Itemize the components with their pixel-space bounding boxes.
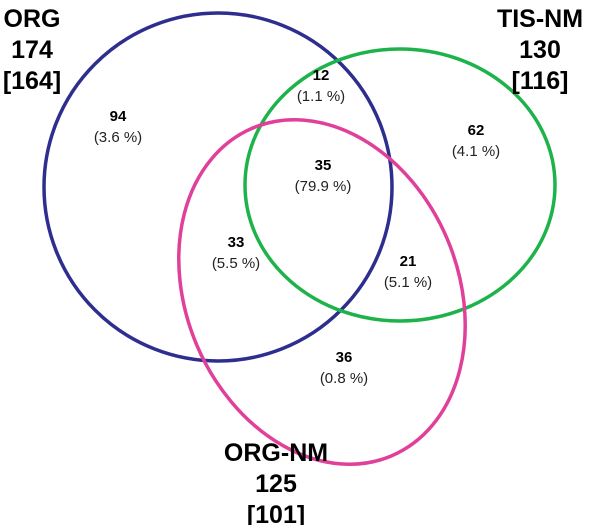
region-count: 62 <box>468 122 485 139</box>
region-percent: (79.9 %) <box>295 178 352 195</box>
region-percent: (3.6 %) <box>94 129 142 146</box>
region-org-orgnm: 33 (5.5 %) <box>212 234 260 272</box>
set-bracket: [101] <box>247 501 305 525</box>
set-total: 125 <box>255 470 297 498</box>
set-org-nm-ellipse <box>177 117 467 467</box>
region-count: 36 <box>336 349 353 366</box>
set-org-circle <box>42 11 394 363</box>
set-total: 130 <box>519 36 561 64</box>
region-count: 33 <box>228 234 245 251</box>
region-org-only: 94 (3.6 %) <box>94 108 142 146</box>
region-all-three: 35 (79.9 %) <box>295 157 352 195</box>
region-percent: (5.5 %) <box>212 255 260 272</box>
set-label-org: ORG 174 [164] <box>3 5 61 95</box>
region-percent: (1.1 %) <box>297 88 345 105</box>
set-total: 174 <box>11 36 53 64</box>
region-percent: (5.1 %) <box>384 274 432 291</box>
set-name: ORG-NM <box>224 439 328 467</box>
set-label-tis-nm: TIS-NM 130 [116] <box>497 5 583 95</box>
region-tis-orgnm: 21 (5.1 %) <box>384 253 432 291</box>
region-percent: (4.1 %) <box>452 143 500 160</box>
set-tis-nm-ellipse <box>243 47 557 323</box>
region-orgnm-only: 36 (0.8 %) <box>320 349 368 387</box>
region-org-tis: 12 (1.1 %) <box>297 67 345 105</box>
region-tis-only: 62 (4.1 %) <box>452 122 500 160</box>
set-label-org-nm: ORG-NM 125 [101] <box>224 439 328 525</box>
set-name: TIS-NM <box>497 5 583 33</box>
region-count: 21 <box>400 253 417 270</box>
region-count: 35 <box>315 157 332 174</box>
set-bracket: [116] <box>512 67 569 95</box>
region-count: 94 <box>110 108 127 125</box>
set-bracket: [164] <box>3 67 61 95</box>
region-count: 12 <box>313 67 330 84</box>
set-name: ORG <box>4 5 61 33</box>
region-percent: (0.8 %) <box>320 370 368 387</box>
